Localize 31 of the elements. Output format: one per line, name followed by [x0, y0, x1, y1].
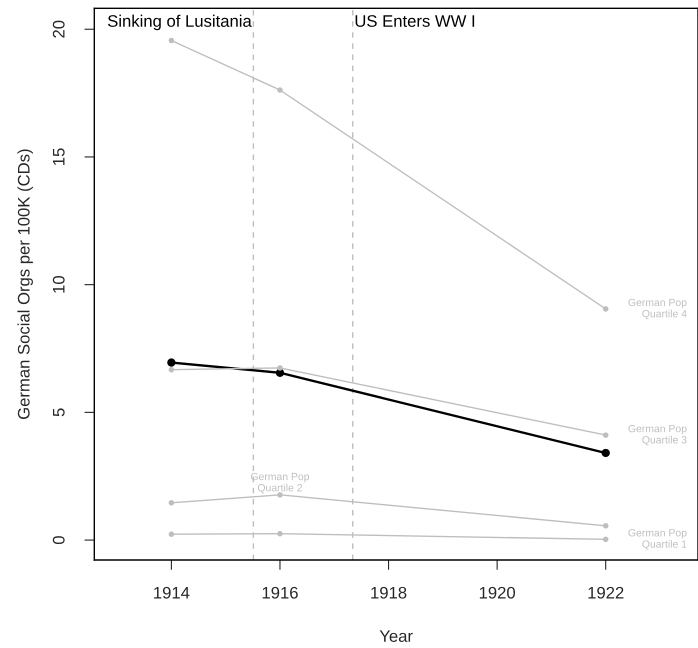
series-label: German Pop Quartile 2: [250, 472, 310, 494]
point: [602, 432, 608, 438]
point: [168, 500, 174, 506]
x-tick-label: 1922: [588, 586, 624, 599]
x-axis-title: Year: [380, 630, 413, 642]
ref-line-label: US Enters WW I: [356, 15, 474, 27]
y-tick-label: 5: [52, 408, 65, 416]
point: [168, 531, 174, 537]
y-tick-label: 20: [52, 20, 65, 38]
x-tick-label: 1916: [262, 586, 298, 599]
point: [277, 530, 283, 536]
x-tick-label: 1920: [480, 586, 516, 599]
point: [602, 306, 608, 312]
point: [168, 38, 174, 44]
point: [277, 365, 283, 371]
point: [167, 358, 176, 367]
x-tick-label: 1918: [371, 586, 406, 599]
series-label: German Pop Quartile 4: [628, 298, 687, 320]
point: [277, 87, 283, 93]
y-tick-label: 0: [52, 536, 65, 544]
point: [602, 522, 608, 529]
ref-line-label: Sinking of Lusitania: [108, 14, 252, 30]
point: [602, 536, 608, 542]
series-label: German Pop Quartile 3: [628, 424, 687, 446]
y-axis-title: German Social Orgs per 100K (CDs): [17, 149, 33, 419]
x-tick-label: 1914: [154, 586, 190, 599]
point: [602, 448, 610, 458]
y-tick-label: 10: [52, 276, 65, 293]
point: [168, 366, 174, 372]
y-tick-label: 15: [52, 148, 65, 165]
series-label: German Pop Quartile 1: [628, 529, 687, 550]
